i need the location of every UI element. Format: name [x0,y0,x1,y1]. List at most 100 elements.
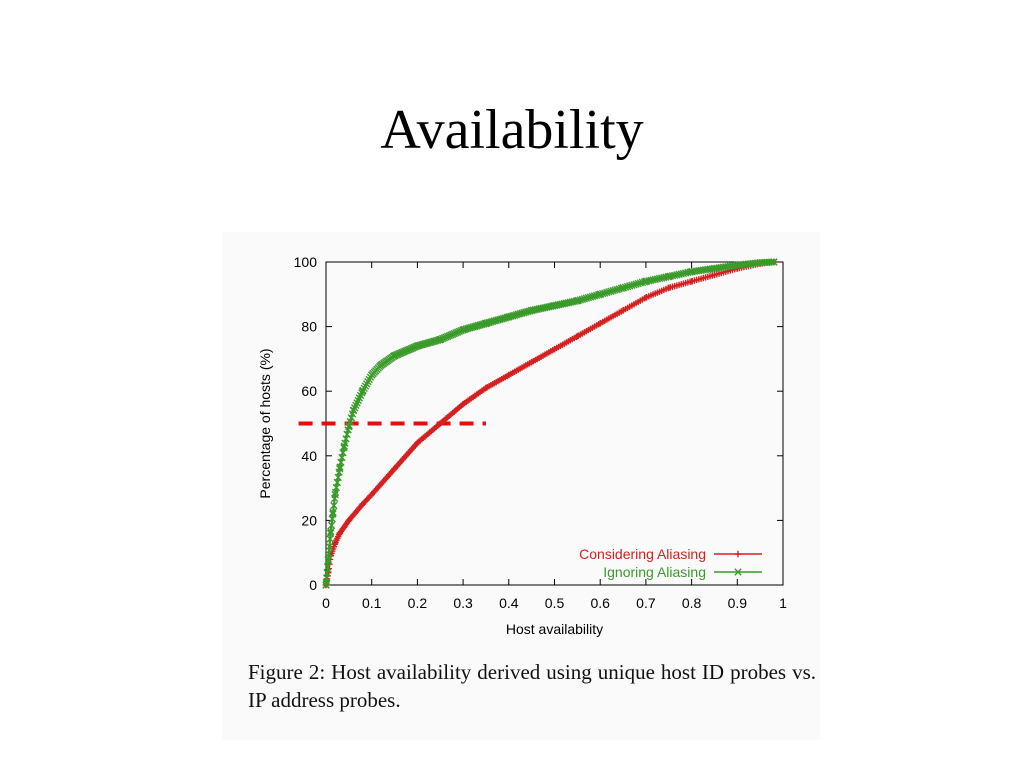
series-point [359,501,366,508]
y-tick-label: 80 [301,319,317,335]
marker-stroke [413,342,422,350]
marker-stroke [377,361,385,370]
marker-stroke [527,306,536,315]
legend-label: Considering Aliasing [579,546,706,562]
series-point [687,267,696,276]
slide-title: Availability [380,99,644,161]
x-tick-label: 0.1 [362,595,382,611]
x-tick-label: 0 [322,595,330,611]
marker-stroke [358,387,367,395]
x-tick-label: 0.3 [453,595,473,611]
series-point [711,271,718,279]
x-tick-label: 0.9 [728,595,748,611]
y-tick-label: 100 [294,254,318,270]
series-point [482,384,490,392]
marker-stroke [436,335,444,344]
legend: Considering Aliasing Ignoring Aliasing [579,546,762,580]
marker-stroke [733,261,741,269]
marker-stroke [770,258,778,266]
marker-stroke [619,284,627,292]
marker-stroke [324,555,332,563]
series-point [665,284,672,292]
marker-stroke [368,371,376,379]
series-point [336,530,343,537]
marker-stroke [326,529,335,538]
series-point [368,371,376,379]
series-point [345,423,353,431]
marker-stroke [687,267,696,276]
series-point [329,510,337,518]
marker-stroke [710,264,719,273]
series-point [349,406,358,415]
series-point [377,361,385,370]
series-point [322,581,330,589]
x-axis-title: Host availability [506,621,603,637]
series-point [596,290,604,298]
series-point [482,319,490,328]
series-point [331,539,339,547]
marker-stroke [459,326,467,334]
series-point [459,400,467,408]
series-point [505,313,513,321]
series-point [550,301,559,310]
y-tick-label: 20 [301,512,317,528]
series-point [459,326,467,334]
series-point [331,490,339,499]
marker-stroke [550,301,559,310]
marker-stroke [329,510,337,518]
marker-stroke [390,351,399,360]
series-line [324,260,775,586]
x-tick-label: 0.4 [499,595,519,611]
x-tick-label: 0.6 [590,595,610,611]
series-point [688,278,695,285]
series-point [733,261,741,269]
series-layer [322,258,778,589]
y-tick-label: 60 [301,383,317,399]
y-tick-label: 0 [309,577,317,593]
series-point [340,442,348,450]
cdf-chart: 0 0.1 0.2 0.3 0.4 0.5 0.6 0.7 0.8 0.9 1 0 20 40 60 80 10… [257,254,787,637]
marker-stroke [340,442,348,450]
legend-marker [734,550,742,558]
y-axis-title: Percentage of hosts (%) [257,348,273,498]
series-point [573,297,582,305]
marker-stroke [322,581,330,589]
series-point [368,491,375,498]
series-point [391,465,398,472]
series-point [597,320,604,327]
series-point [665,272,673,281]
series-point [528,358,535,366]
x-tick-label: 1 [779,595,787,611]
series-point [619,284,627,292]
x-tick-label: 0.2 [408,595,428,611]
series-point [336,465,344,473]
y-tick-label: 40 [301,448,317,464]
marker-stroke [331,490,339,499]
marker-stroke [336,465,344,473]
series-line [324,260,774,586]
marker-stroke [665,272,673,281]
series-point [436,335,444,344]
marker-stroke [349,406,358,415]
marker-stroke [642,277,650,286]
marker-stroke [345,423,353,431]
figure-caption: Figure 2: Host availability derived usin… [248,660,816,712]
series-point [413,342,422,350]
series-point [551,346,558,353]
series-point [574,333,581,340]
x-tick-label: 0.5 [545,595,565,611]
series-point [770,258,778,266]
series-point [642,294,650,301]
series-point [390,351,399,360]
series-ignoring-aliasing [322,258,778,589]
marker-stroke [734,568,742,576]
marker-stroke [505,313,513,321]
series-point [756,258,764,267]
marker-stroke [482,319,490,328]
series-point [324,555,332,563]
series-point [527,306,536,315]
marker-stroke [756,258,764,267]
series-point [414,439,421,447]
series-point [358,387,367,395]
x-tick-label: 0.7 [636,595,656,611]
